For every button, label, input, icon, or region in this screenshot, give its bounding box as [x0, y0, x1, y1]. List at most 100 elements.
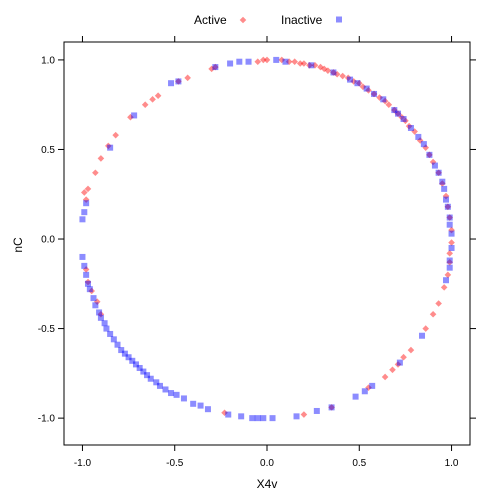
- data-point-active: [88, 287, 95, 295]
- legend-marker-active: [239, 16, 247, 24]
- data-point-inactive: [363, 85, 370, 92]
- data-point-active: [320, 65, 328, 73]
- data-point-inactive: [293, 413, 300, 420]
- data-point-active: [381, 373, 389, 381]
- data-point-inactive: [227, 60, 234, 67]
- y-tick-label: 0.0: [41, 235, 55, 246]
- data-point-inactive: [448, 244, 455, 251]
- data-point-active: [405, 122, 413, 130]
- data-point-active: [278, 56, 286, 64]
- data-point-inactive: [347, 76, 354, 83]
- data-point-inactive: [269, 415, 276, 422]
- data-point-active: [221, 409, 228, 417]
- data-point-active: [92, 169, 99, 177]
- data-point-inactive: [147, 375, 154, 382]
- data-point-active: [285, 58, 293, 66]
- data-point-active: [439, 180, 446, 187]
- data-point-active: [296, 60, 304, 67]
- data-point-active: [398, 113, 406, 121]
- data-point-active: [435, 169, 442, 177]
- data-point-inactive: [136, 364, 143, 371]
- data-point-inactive: [415, 133, 422, 140]
- legend: Active Inactive: [194, 13, 342, 27]
- data-point-active: [365, 87, 372, 94]
- data-point-active: [81, 189, 88, 196]
- data-point-inactive: [448, 230, 455, 237]
- data-point-active: [339, 72, 346, 80]
- data-point-inactive: [443, 277, 450, 284]
- data-point-active: [446, 214, 453, 221]
- data-points: [79, 56, 455, 422]
- data-point-active: [402, 117, 409, 125]
- data-point-active: [448, 239, 455, 246]
- data-point-inactive: [426, 151, 433, 158]
- y-tick-label: 1.0: [41, 55, 55, 66]
- data-point-inactive: [90, 295, 97, 302]
- data-point-active: [184, 74, 191, 82]
- data-point-active: [175, 78, 182, 85]
- y-tick-label: -1.0: [38, 414, 56, 425]
- data-point-inactive: [84, 280, 91, 287]
- data-point-active: [381, 97, 389, 105]
- data-point-active: [400, 353, 407, 361]
- data-point-inactive: [140, 368, 147, 375]
- data-point-inactive: [446, 221, 453, 228]
- plot-frame: [63, 41, 471, 446]
- y-tick-label: 0.5: [41, 145, 55, 156]
- data-point-active: [422, 144, 430, 151]
- data-point-inactive: [260, 415, 267, 422]
- data-point-inactive: [420, 141, 427, 148]
- data-point-inactive: [352, 393, 359, 400]
- data-point-inactive: [81, 262, 88, 269]
- data-point-active: [93, 298, 101, 306]
- data-point-inactive: [168, 390, 175, 397]
- y-tick-label: -0.5: [38, 324, 56, 335]
- data-point-active: [429, 310, 437, 318]
- data-point-inactive: [118, 347, 125, 354]
- data-point-active: [300, 411, 308, 418]
- data-point-inactive: [395, 110, 402, 117]
- data-point-active: [446, 259, 453, 266]
- data-point-active: [344, 74, 352, 82]
- x-tick-label: 0.5: [352, 458, 366, 469]
- legend-label-inactive: Inactive: [281, 13, 323, 27]
- data-point-active: [389, 366, 396, 374]
- x-axis-label: X4v: [257, 477, 278, 491]
- data-point-inactive: [79, 216, 86, 223]
- legend-label-active: Active: [194, 13, 227, 27]
- data-point-inactive: [129, 357, 136, 364]
- data-point-active: [444, 271, 452, 279]
- data-point-inactive: [180, 395, 187, 402]
- data-point-inactive: [441, 185, 448, 192]
- data-point-inactive: [273, 56, 280, 63]
- data-point-active: [359, 83, 367, 91]
- data-point-inactive: [110, 336, 117, 343]
- data-point-active: [376, 94, 383, 101]
- legend-marker-inactive: [336, 16, 342, 23]
- data-point-active: [311, 61, 319, 69]
- data-point-inactive: [121, 350, 128, 357]
- data-point-inactive: [212, 64, 219, 71]
- data-point-active: [407, 346, 415, 354]
- data-point-active: [97, 155, 105, 162]
- data-point-inactive: [83, 271, 90, 278]
- data-point-inactive: [96, 309, 103, 316]
- data-point-inactive: [225, 411, 232, 418]
- data-point-active: [97, 310, 105, 318]
- data-point-inactive: [407, 124, 414, 131]
- data-point-inactive: [245, 58, 252, 65]
- data-point-inactive: [92, 302, 99, 309]
- data-point-inactive: [153, 379, 160, 386]
- data-point-inactive: [328, 404, 335, 411]
- x-tick-label: -1.0: [74, 458, 92, 469]
- data-point-inactive: [156, 382, 163, 389]
- data-point-active: [350, 78, 358, 85]
- data-point-active: [394, 110, 402, 117]
- data-point-inactive: [236, 58, 243, 65]
- data-point-active: [82, 266, 90, 273]
- data-point-active: [149, 96, 156, 103]
- data-point-inactive: [86, 286, 93, 293]
- data-point-active: [324, 67, 332, 74]
- data-point-active: [317, 63, 324, 71]
- data-point-inactive: [114, 341, 121, 348]
